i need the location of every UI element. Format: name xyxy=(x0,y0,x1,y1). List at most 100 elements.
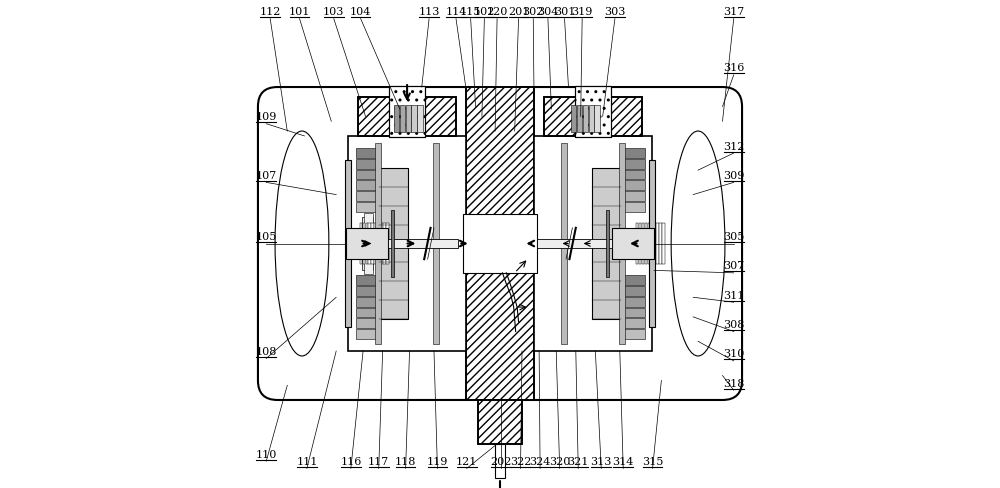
Bar xyxy=(648,224,650,264)
Bar xyxy=(356,160,379,169)
Bar xyxy=(621,160,645,169)
Text: 305: 305 xyxy=(723,232,744,242)
Bar xyxy=(478,400,522,444)
Bar xyxy=(621,181,645,191)
Bar xyxy=(534,137,652,351)
Text: 115: 115 xyxy=(460,7,481,17)
Text: 118: 118 xyxy=(395,456,416,466)
Bar xyxy=(374,224,377,264)
Bar xyxy=(649,161,655,327)
Text: 120: 120 xyxy=(486,7,508,17)
Bar xyxy=(621,149,645,159)
Text: 111: 111 xyxy=(296,456,318,466)
Bar xyxy=(621,170,645,180)
Bar xyxy=(356,181,379,191)
Bar xyxy=(356,329,379,339)
Bar xyxy=(356,192,379,202)
FancyBboxPatch shape xyxy=(258,88,500,400)
Bar xyxy=(656,224,659,264)
Bar xyxy=(571,106,576,133)
Text: 324: 324 xyxy=(529,456,551,466)
Bar xyxy=(575,86,611,138)
Text: 316: 316 xyxy=(723,63,744,73)
Text: 318: 318 xyxy=(723,378,744,388)
Bar xyxy=(356,170,379,180)
Bar xyxy=(621,297,645,307)
Bar xyxy=(388,239,458,249)
Bar xyxy=(346,228,388,260)
Text: 310: 310 xyxy=(723,349,744,359)
Bar xyxy=(466,88,534,400)
Text: 304: 304 xyxy=(537,7,559,17)
Text: 309: 309 xyxy=(723,171,744,181)
Text: 102: 102 xyxy=(474,7,495,17)
Bar xyxy=(348,137,466,351)
Bar xyxy=(417,106,423,133)
Bar xyxy=(356,319,379,328)
Bar xyxy=(356,149,379,159)
Bar xyxy=(478,400,522,444)
Text: 109: 109 xyxy=(256,112,277,122)
Ellipse shape xyxy=(671,132,725,356)
Text: 311: 311 xyxy=(723,290,744,300)
Text: 101: 101 xyxy=(289,7,310,17)
Bar xyxy=(391,211,394,277)
Bar xyxy=(360,224,362,264)
Text: 307: 307 xyxy=(723,261,744,271)
Bar xyxy=(537,239,612,249)
Bar xyxy=(606,211,609,277)
Text: 121: 121 xyxy=(456,456,477,466)
Bar xyxy=(400,106,405,133)
Bar xyxy=(561,144,567,344)
Bar xyxy=(619,144,625,344)
Bar xyxy=(589,106,594,133)
Bar xyxy=(466,88,534,400)
Text: 103: 103 xyxy=(323,7,344,17)
Bar xyxy=(363,224,365,264)
Text: 107: 107 xyxy=(256,171,277,181)
Bar xyxy=(356,297,379,307)
Bar xyxy=(356,286,379,296)
Bar xyxy=(575,86,611,138)
Text: 104: 104 xyxy=(350,7,371,17)
Text: 302: 302 xyxy=(523,7,544,17)
Bar xyxy=(544,98,642,137)
Text: 201: 201 xyxy=(508,7,529,17)
Bar xyxy=(358,98,456,137)
Text: 105: 105 xyxy=(256,232,277,242)
Bar xyxy=(358,98,456,137)
Text: 319: 319 xyxy=(571,7,593,17)
Bar xyxy=(345,161,351,327)
Bar xyxy=(592,168,621,320)
Ellipse shape xyxy=(275,132,329,356)
Text: 202: 202 xyxy=(490,456,512,466)
Bar xyxy=(621,319,645,328)
Bar xyxy=(662,224,665,264)
Bar xyxy=(411,106,417,133)
Bar xyxy=(654,224,656,264)
Text: 320: 320 xyxy=(549,456,570,466)
Bar xyxy=(621,308,645,318)
Bar xyxy=(621,276,645,285)
FancyBboxPatch shape xyxy=(500,88,742,400)
Bar xyxy=(651,224,653,264)
Text: 301: 301 xyxy=(554,7,575,17)
Bar xyxy=(583,106,588,133)
Text: 313: 313 xyxy=(591,456,612,466)
Bar xyxy=(371,224,374,264)
Bar xyxy=(375,144,381,344)
Bar xyxy=(621,329,645,339)
Bar xyxy=(612,228,654,260)
Text: 303: 303 xyxy=(604,7,626,17)
Bar xyxy=(636,224,638,264)
Bar xyxy=(639,224,641,264)
Bar xyxy=(577,106,582,133)
Bar xyxy=(621,286,645,296)
Bar xyxy=(463,215,537,273)
Bar xyxy=(383,224,386,264)
Bar xyxy=(366,224,368,264)
Bar xyxy=(406,106,411,133)
Bar xyxy=(362,217,373,271)
Bar xyxy=(379,168,408,320)
Text: 321: 321 xyxy=(568,456,589,466)
